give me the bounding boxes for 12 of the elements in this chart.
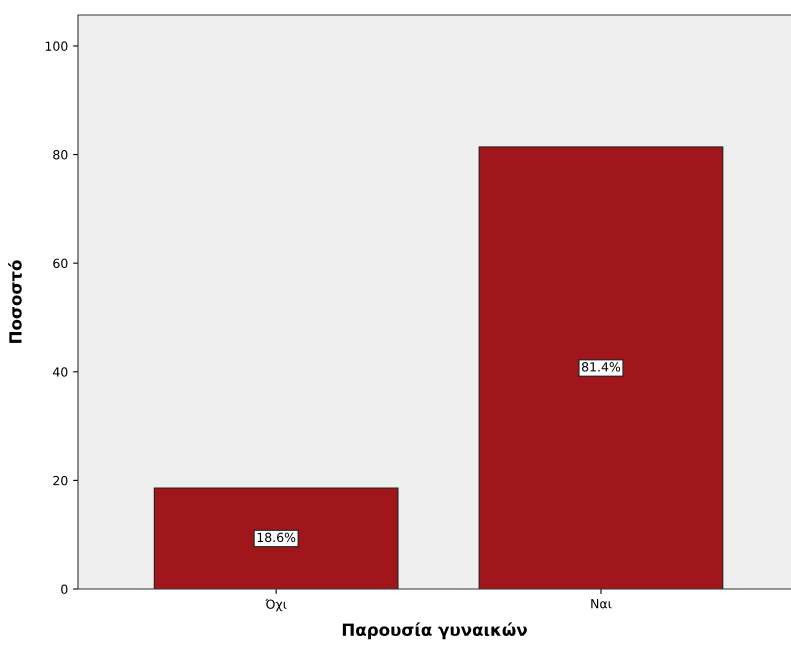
y-tick-label: 60: [53, 258, 68, 268]
y-tick-label: 80: [53, 150, 68, 160]
x-axis-title: Παρουσία γυναικών: [342, 622, 527, 640]
y-tick-label: 40: [52, 367, 68, 377]
y-tick-label: 0: [61, 584, 68, 594]
data-label: 81.4%: [582, 362, 620, 372]
y-tick-label: 20: [53, 476, 68, 486]
y-axis-title: Ποσοστό: [8, 260, 22, 343]
data-label: 18.6%: [258, 532, 296, 542]
x-tick-label: Όχι: [265, 598, 287, 612]
x-tick-label: Ναι: [591, 599, 612, 608]
y-tick-label: 100: [46, 41, 68, 51]
